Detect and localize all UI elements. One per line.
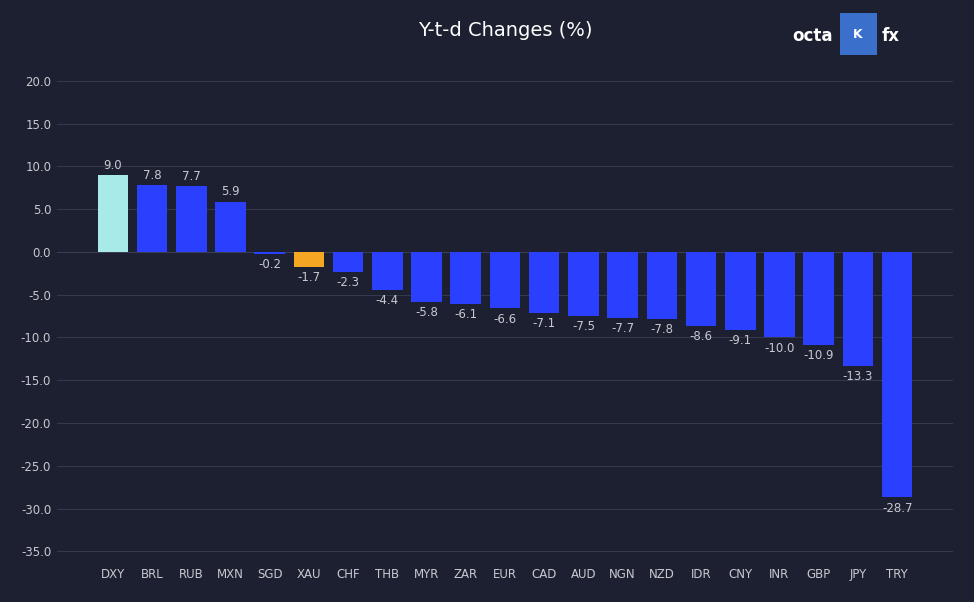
Bar [176,186,206,252]
Text: -9.1: -9.1 [729,334,752,347]
Bar [843,252,874,365]
Text: -5.8: -5.8 [415,306,438,319]
Bar [333,252,363,272]
Text: fx: fx [881,27,899,45]
Bar [372,252,402,290]
Text: -1.7: -1.7 [297,271,320,284]
Text: K: K [853,28,863,41]
Text: -10.9: -10.9 [804,349,834,362]
Bar [647,252,677,318]
Bar [765,252,795,338]
Bar [725,252,756,330]
Bar [490,252,520,308]
Text: -7.1: -7.1 [533,317,556,330]
Bar [411,252,442,302]
Bar [568,252,599,316]
Text: 5.9: 5.9 [221,185,240,198]
Text: -13.3: -13.3 [843,370,873,383]
Bar [881,252,913,497]
Text: -7.7: -7.7 [611,322,634,335]
Text: -2.3: -2.3 [337,276,359,289]
Bar [608,252,638,318]
Bar [686,252,716,326]
Text: -6.1: -6.1 [454,308,477,321]
Text: 7.7: 7.7 [182,170,201,182]
Bar [450,252,481,304]
Text: -10.0: -10.0 [765,342,795,355]
Text: 7.8: 7.8 [143,169,162,182]
Text: -0.2: -0.2 [258,258,281,271]
Bar [215,202,245,252]
Text: -8.6: -8.6 [690,330,713,343]
Bar [136,185,168,252]
Text: -6.6: -6.6 [494,312,516,326]
Bar [804,252,834,345]
Bar [293,252,324,267]
Text: -28.7: -28.7 [881,501,913,515]
Text: -7.8: -7.8 [651,323,673,336]
Text: -4.4: -4.4 [376,294,399,307]
Bar [97,175,129,252]
Text: octa: octa [792,27,833,45]
Bar [254,252,285,253]
Text: 9.0: 9.0 [103,158,122,172]
Text: -7.5: -7.5 [572,320,595,334]
Bar [529,252,559,312]
Title: Y-t-d Changes (%): Y-t-d Changes (%) [418,21,592,40]
